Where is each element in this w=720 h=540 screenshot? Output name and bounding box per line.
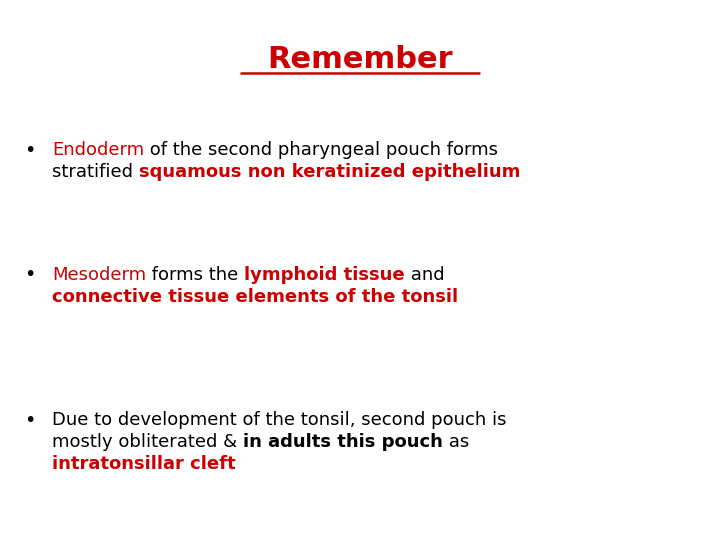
Text: as: as	[443, 433, 469, 451]
Text: •: •	[24, 410, 36, 429]
Text: lymphoid tissue: lymphoid tissue	[244, 266, 405, 284]
Text: forms the: forms the	[146, 266, 244, 284]
Text: connective tissue elements of the tonsil: connective tissue elements of the tonsil	[52, 288, 458, 306]
Text: of the second pharyngeal pouch forms: of the second pharyngeal pouch forms	[144, 141, 498, 159]
Text: •: •	[24, 140, 36, 159]
Text: Remember: Remember	[267, 45, 453, 75]
Text: •: •	[24, 266, 36, 285]
Text: mostly obliterated &: mostly obliterated &	[52, 433, 243, 451]
Text: stratified: stratified	[52, 163, 139, 181]
Text: intratonsillar cleft: intratonsillar cleft	[52, 455, 235, 473]
Text: and: and	[405, 266, 444, 284]
Text: squamous non keratinized epithelium: squamous non keratinized epithelium	[139, 163, 520, 181]
Text: Endoderm: Endoderm	[52, 141, 144, 159]
Text: in adults this pouch: in adults this pouch	[243, 433, 443, 451]
Text: Due to development of the tonsil, second pouch is: Due to development of the tonsil, second…	[52, 411, 506, 429]
Text: Mesoderm: Mesoderm	[52, 266, 146, 284]
